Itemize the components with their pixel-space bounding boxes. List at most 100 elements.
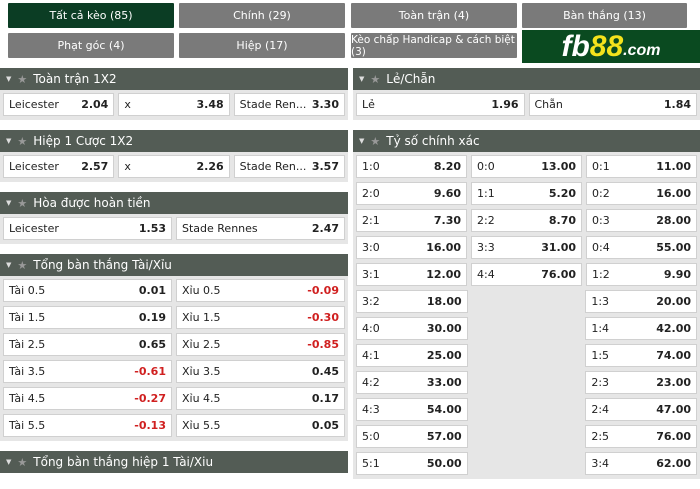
tab-fulltime[interactable]: Toàn trận (4)	[351, 3, 517, 28]
first-half-1x2-header[interactable]: ▼ ★ Hiệp 1 Cược 1X2	[0, 130, 348, 152]
odds-cell[interactable]: 2:0 9.60	[356, 182, 467, 205]
odds-label: 2:4	[591, 403, 610, 416]
odds-row: 2:0 9.60 1:1 5.20 0:2 16.00	[356, 182, 697, 205]
over-under-header[interactable]: ▼ ★ Tổng bàn thắng Tài/Xỉu	[0, 254, 348, 276]
odds-cell[interactable]: Xỉu 0.5 -0.09	[176, 279, 345, 302]
odds-cell[interactable]: Tài 1.5 0.19	[3, 306, 172, 329]
odds-label: 3:1	[362, 268, 380, 281]
collapse-arrow-icon[interactable]: ▼	[6, 137, 12, 145]
odds-cell[interactable]: Tài 4.5 -0.27	[3, 387, 172, 410]
odds-cell[interactable]: x 2.26	[118, 155, 230, 178]
odds-cell[interactable]: 1:1 5.20	[471, 182, 582, 205]
star-icon[interactable]: ★	[370, 134, 381, 148]
full-time-1x2-header[interactable]: ▼ ★ Toàn trận 1X2	[0, 68, 348, 90]
correct-score-header[interactable]: ▼ ★ Tỷ số chính xác	[353, 130, 700, 152]
odds-label: 4:4	[477, 268, 495, 281]
collapse-arrow-icon[interactable]: ▼	[6, 75, 12, 83]
odds-cell[interactable]: Leicester 2.57	[3, 155, 115, 178]
odds-value: 12.00	[426, 268, 461, 281]
odds-cell[interactable]: 4:3 54.00	[356, 398, 468, 421]
star-icon[interactable]: ★	[17, 196, 28, 210]
odds-cell[interactable]: 4:0 30.00	[356, 317, 468, 340]
odds-cell[interactable]: x 3.48	[118, 93, 230, 116]
odds-cell[interactable]: Lẻ 1.96	[356, 93, 525, 116]
odds-cell[interactable]: 0:4 55.00	[586, 236, 697, 259]
odds-cell[interactable]: 0:2 16.00	[586, 182, 697, 205]
odds-cell[interactable]: 3:4 62.00	[585, 452, 698, 475]
odds-row: 1:0 8.20 0:0 13.00 0:1 11.00	[356, 155, 697, 178]
odds-cell[interactable]: Tài 0.5 0.01	[3, 279, 172, 302]
odds-cell[interactable]: Tài 3.5 -0.61	[3, 360, 172, 383]
odds-cell[interactable]: 3:2 18.00	[356, 290, 468, 313]
draw-no-bet-header[interactable]: ▼ ★ Hòa được hoàn tiền	[0, 192, 348, 214]
odds-cell[interactable]: 2:2 8.70	[471, 209, 582, 232]
odds-label: Xỉu 3.5	[182, 365, 221, 378]
odds-cell[interactable]: 1:3 20.00	[585, 290, 698, 313]
odds-label: Tài 0.5	[9, 284, 46, 297]
odds-cell[interactable]: 0:0 13.00	[471, 155, 582, 178]
odds-cell[interactable]: 2:3 23.00	[585, 371, 698, 394]
odds-cell[interactable]: 0:3 28.00	[586, 209, 697, 232]
odds-cell[interactable]: 1:2 9.90	[586, 263, 697, 286]
odds-cell[interactable]: Xỉu 5.5 0.05	[176, 414, 345, 437]
odds-cell[interactable]: Leicester 1.53	[3, 217, 172, 240]
odds-cell[interactable]: 2:5 76.00	[585, 425, 698, 448]
odds-value: -0.13	[134, 419, 166, 432]
odds-value: 1.96	[491, 98, 519, 111]
odds-cell[interactable]: 5:0 57.00	[356, 425, 468, 448]
first-half-over-under-header[interactable]: ▼ ★ Tổng bàn thắng hiệp 1 Tài/Xiu	[0, 451, 348, 473]
collapse-arrow-icon[interactable]: ▼	[359, 137, 365, 145]
odds-label: 0:4	[592, 241, 610, 254]
collapse-arrow-icon[interactable]: ▼	[359, 75, 365, 83]
star-icon[interactable]: ★	[17, 134, 28, 148]
empty-cell	[472, 371, 582, 394]
odds-cell[interactable]: Xỉu 2.5 -0.85	[176, 333, 345, 356]
star-icon[interactable]: ★	[17, 258, 28, 272]
odds-label: Tài 4.5	[9, 392, 46, 405]
odds-cell[interactable]: 2:4 47.00	[585, 398, 698, 421]
odd-even-header[interactable]: ▼ ★ Lẻ/Chẵn	[353, 68, 700, 90]
odds-cell[interactable]: Chẵn 1.84	[528, 93, 697, 116]
tab-goals[interactable]: Bàn thắng (13)	[522, 3, 687, 28]
collapse-arrow-icon[interactable]: ▼	[6, 261, 12, 269]
odds-cell[interactable]: 3:1 12.00	[356, 263, 467, 286]
odds-cell[interactable]: 4:1 25.00	[356, 344, 468, 367]
odds-cell[interactable]: Xỉu 4.5 0.17	[176, 387, 345, 410]
section-title: Hòa được hoàn tiền	[33, 196, 151, 210]
odds-cell[interactable]: Stade Rennes 2.47	[176, 217, 345, 240]
odds-label: 0:0	[477, 160, 495, 173]
odds-cell[interactable]: 3:3 31.00	[471, 236, 582, 259]
odds-cell[interactable]: Xỉu 3.5 0.45	[176, 360, 345, 383]
odds-cell[interactable]: 3:0 16.00	[356, 236, 467, 259]
odds-cell[interactable]: Stade Ren... 3.57	[233, 155, 345, 178]
odds-value: 3.30	[311, 98, 339, 111]
odds-cell[interactable]: 1:0 8.20	[356, 155, 467, 178]
collapse-arrow-icon[interactable]: ▼	[6, 199, 12, 207]
odds-value: 18.00	[426, 295, 462, 308]
odds-cell[interactable]: 4:4 76.00	[471, 263, 582, 286]
star-icon[interactable]: ★	[17, 455, 28, 469]
odds-cell[interactable]: Stade Ren... 3.30	[233, 93, 345, 116]
odds-cell[interactable]: 1:5 74.00	[585, 344, 698, 367]
odds-label: Xỉu 1.5	[182, 311, 221, 324]
tab-all[interactable]: Tất cả kèo (85)	[8, 3, 174, 28]
collapse-arrow-icon[interactable]: ▼	[6, 458, 12, 466]
odds-cell[interactable]: 5:1 50.00	[356, 452, 468, 475]
odds-cell[interactable]: 4:2 33.00	[356, 371, 468, 394]
tab-corners[interactable]: Phạt góc (4)	[8, 33, 174, 58]
star-icon[interactable]: ★	[370, 72, 381, 86]
tab-main[interactable]: Chính (29)	[179, 3, 345, 28]
tab-half[interactable]: Hiệp (17)	[179, 33, 345, 58]
odds-value: 31.00	[541, 241, 576, 254]
empty-cell	[472, 317, 582, 340]
odds-label: 1:0	[362, 160, 380, 173]
odds-cell[interactable]: 0:1 11.00	[586, 155, 697, 178]
odds-cell[interactable]: 1:4 42.00	[585, 317, 698, 340]
tab-handicap[interactable]: Kèo chấp Handicap & cách biệt (3)	[351, 33, 517, 58]
odds-cell[interactable]: Tài 5.5 -0.13	[3, 414, 172, 437]
star-icon[interactable]: ★	[17, 72, 28, 86]
odds-cell[interactable]: 2:1 7.30	[356, 209, 467, 232]
odds-cell[interactable]: Tài 2.5 0.65	[3, 333, 172, 356]
odds-cell[interactable]: Xỉu 1.5 -0.30	[176, 306, 345, 329]
odds-cell[interactable]: Leicester 2.04	[3, 93, 115, 116]
